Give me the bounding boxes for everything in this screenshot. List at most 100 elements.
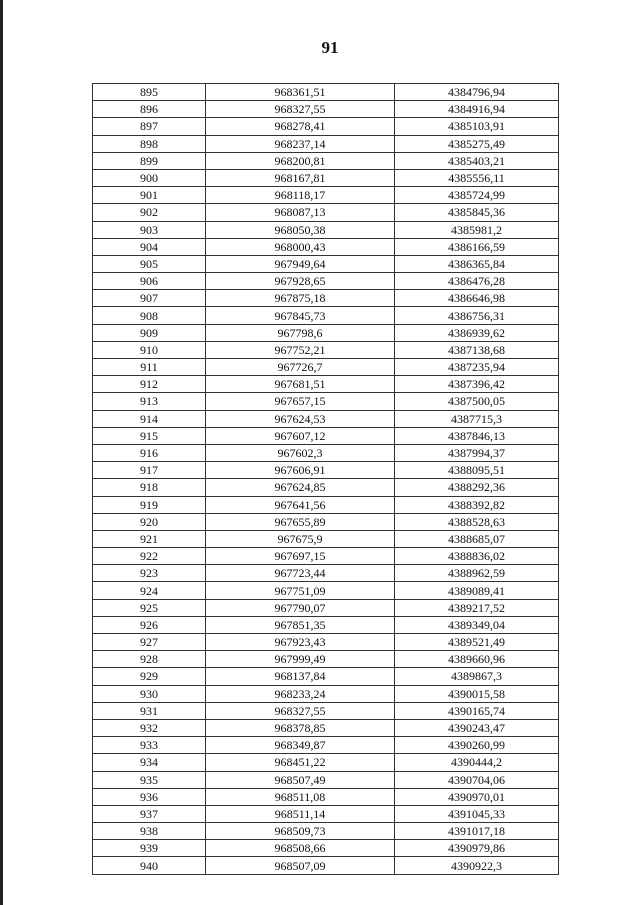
coordinate-x-cell: 967851,35	[205, 615, 395, 635]
coordinate-x-cell: 968327,55	[205, 701, 395, 720]
coordinate-x-cell: 967675,9	[205, 529, 395, 549]
coordinate-x-cell: 968508,66	[205, 839, 395, 858]
point-number-cell: 919	[92, 495, 206, 514]
table-row: 929 968137,84 4389867,3	[92, 667, 559, 686]
coordinate-y-cell: 4390260,99	[394, 736, 559, 755]
coordinate-x-cell: 968050,38	[205, 220, 395, 239]
coordinate-x-cell: 968167,81	[205, 168, 395, 188]
point-number-cell: 906	[92, 272, 206, 291]
page-number: 91	[321, 38, 339, 57]
table-row: 926 967851,35 4389349,04	[92, 615, 559, 635]
point-number-cell: 924	[92, 581, 206, 600]
coordinate-y-cell: 4387846,13	[394, 426, 559, 445]
point-number-cell: 937	[92, 804, 206, 824]
point-number-cell: 939	[92, 839, 206, 858]
coordinate-x-cell: 968511,14	[205, 804, 395, 824]
table-row: 898 968237,14 4385275,49	[92, 134, 559, 153]
coordinate-x-cell: 968327,55	[205, 100, 395, 119]
table-row: 895 968361,51 4384796,94	[92, 82, 559, 102]
coordinate-x-cell: 968233,24	[205, 684, 395, 703]
coordinate-x-cell: 967655,89	[205, 512, 395, 531]
point-number-cell: 913	[92, 392, 206, 411]
point-number-cell: 915	[92, 426, 206, 445]
point-number-cell: 918	[92, 478, 206, 497]
coordinate-x-cell: 967928,65	[205, 272, 395, 291]
point-number-cell: 904	[92, 237, 206, 256]
table-row: 920 967655,89 4388528,63	[92, 512, 559, 531]
coordinate-y-cell: 4390015,58	[394, 684, 559, 703]
coordinate-x-cell: 968507,49	[205, 770, 395, 789]
coordinate-y-cell: 4388095,51	[394, 461, 559, 480]
coordinate-x-cell: 968200,81	[205, 151, 395, 170]
coordinate-x-cell: 968118,17	[205, 186, 395, 205]
coordinate-x-cell: 968378,85	[205, 718, 395, 738]
table-row: 932 968378,85 4390243,47	[92, 718, 559, 738]
table-row: 913 967657,15 4387500,05	[92, 392, 559, 411]
table-row: 899 968200,81 4385403,21	[92, 151, 559, 170]
coordinate-x-cell: 967606,91	[205, 461, 395, 480]
coordinate-x-cell: 967999,49	[205, 650, 395, 669]
table-row: 918 967624,85 4388292,36	[92, 478, 559, 497]
point-number-cell: 926	[92, 615, 206, 635]
coordinate-x-cell: 968451,22	[205, 753, 395, 772]
point-number-cell: 922	[92, 547, 206, 566]
point-number-cell: 931	[92, 701, 206, 720]
coordinate-y-cell: 4388528,63	[394, 512, 559, 531]
coordinate-x-cell: 967657,15	[205, 392, 395, 411]
table-row: 897 968278,41 4385103,91	[92, 117, 559, 136]
coordinate-y-cell: 4385103,91	[394, 117, 559, 136]
coordinate-y-cell: 4388392,82	[394, 495, 559, 514]
coordinate-x-cell: 968278,41	[205, 117, 395, 136]
point-number-cell: 936	[92, 787, 206, 806]
point-number-cell: 916	[92, 443, 206, 463]
table-row: 917 967606,91 4388095,51	[92, 461, 559, 480]
table-row: 904 968000,43 4386166,59	[92, 237, 559, 256]
point-number-cell: 925	[92, 598, 206, 617]
point-number-cell: 933	[92, 736, 206, 755]
coordinate-y-cell: 4388962,59	[394, 564, 559, 583]
table-row: 927 967923,43 4389521,49	[92, 632, 559, 652]
coordinate-y-cell: 4384796,94	[394, 82, 559, 102]
table-row: 939 968508,66 4390979,86	[92, 839, 559, 858]
table-row: 934 968451,22 4390444,2	[92, 753, 559, 772]
table-row: 930 968233,24 4390015,58	[92, 684, 559, 703]
table-row: 906 967928,65 4386476,28	[92, 272, 559, 291]
table-row: 924 967751,09 4389089,41	[92, 581, 559, 600]
point-number-cell: 898	[92, 134, 206, 153]
point-number-cell: 899	[92, 151, 206, 170]
coordinate-y-cell: 4389089,41	[394, 581, 559, 600]
table-row: 909 967798,6 4386939,62	[92, 323, 559, 342]
coordinate-y-cell: 4388292,36	[394, 478, 559, 497]
point-number-cell: 896	[92, 100, 206, 119]
coordinate-x-cell: 967875,18	[205, 289, 395, 308]
point-number-cell: 903	[92, 220, 206, 239]
point-number-cell: 910	[92, 340, 206, 360]
table-row: 921 967675,9 4388685,07	[92, 529, 559, 549]
coordinate-y-cell: 4389349,04	[394, 615, 559, 635]
coordinate-y-cell: 4384916,94	[394, 100, 559, 119]
table-row: 923 967723,44 4388962,59	[92, 564, 559, 583]
table-row: 911 967726,7 4387235,94	[92, 357, 559, 377]
coordinate-y-cell: 4390165,74	[394, 701, 559, 720]
coordinate-y-cell: 4389867,3	[394, 667, 559, 686]
table-row: 928 967999,49 4389660,96	[92, 650, 559, 669]
table-row: 896 968327,55 4384916,94	[92, 100, 559, 119]
point-number-cell: 938	[92, 822, 206, 841]
table-row: 931 968327,55 4390165,74	[92, 701, 559, 720]
table-row: 907 967875,18 4386646,98	[92, 289, 559, 308]
coordinate-y-cell: 4390922,3	[394, 856, 559, 875]
table-row: 919 967641,56 4388392,82	[92, 495, 559, 514]
point-number-cell: 909	[92, 323, 206, 342]
table-row: 922 967697,15 4388836,02	[92, 547, 559, 566]
coordinate-y-cell: 4386166,59	[394, 237, 559, 256]
coordinate-x-cell: 967845,73	[205, 306, 395, 325]
point-number-cell: 908	[92, 306, 206, 325]
coordinate-y-cell: 4389660,96	[394, 650, 559, 669]
coordinate-y-cell: 4386646,98	[394, 289, 559, 308]
coordinate-y-cell: 4387715,3	[394, 409, 559, 428]
coordinate-x-cell: 967681,51	[205, 375, 395, 394]
coordinate-y-cell: 4385724,99	[394, 186, 559, 205]
point-number-cell: 897	[92, 117, 206, 136]
point-number-cell: 914	[92, 409, 206, 428]
table-row: 933 968349,87 4390260,99	[92, 736, 559, 755]
